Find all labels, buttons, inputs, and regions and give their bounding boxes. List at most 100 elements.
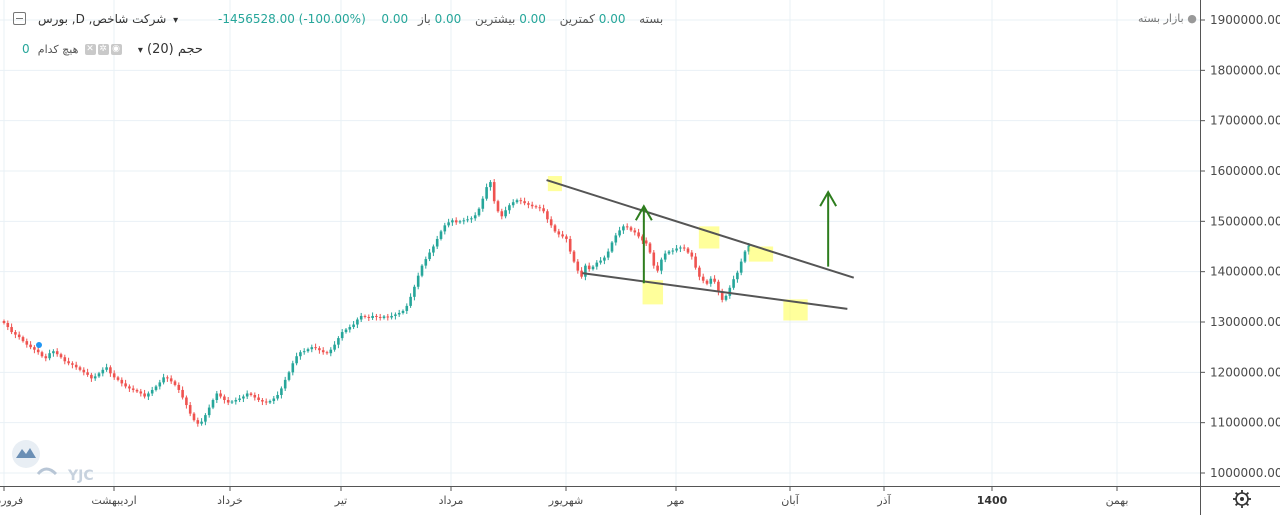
candle-body <box>219 393 222 397</box>
candle-body <box>660 259 663 271</box>
candle-body <box>416 275 420 287</box>
candle-body <box>599 260 602 263</box>
eye-icon[interactable]: ◉ <box>110 44 122 55</box>
candle-body <box>101 369 105 374</box>
time-axis[interactable]: فروردین اردیبهشت خرداد تیر مرداد شهریور مهر آبا… <box>0 486 1128 507</box>
upper-trend-line[interactable] <box>546 179 855 279</box>
candle-body <box>253 394 257 398</box>
chevron-down-icon[interactable]: ▾ <box>173 15 179 26</box>
open-value: 0.00 <box>434 12 462 26</box>
up-arrow-head <box>634 204 653 221</box>
candle-body <box>675 248 678 251</box>
candle-body <box>166 377 169 379</box>
candle-body <box>394 314 397 316</box>
candle-body <box>333 344 336 350</box>
candle-body <box>356 319 359 325</box>
candle-body <box>690 252 694 257</box>
candle-body <box>633 230 637 233</box>
candle-body <box>420 265 424 276</box>
market-status-text: بازار بسته <box>1138 12 1184 25</box>
status-dot-icon: ● <box>1187 12 1197 25</box>
candle-body <box>386 316 390 318</box>
candle-body <box>131 388 135 390</box>
candle-body <box>192 413 196 421</box>
candle-body <box>150 389 154 394</box>
high-value: 0.00 <box>519 12 546 26</box>
candle-body <box>656 265 659 271</box>
candle-body <box>451 220 454 223</box>
candle-body <box>139 391 143 394</box>
drawing-annotations <box>546 176 855 321</box>
candle-body <box>739 261 743 273</box>
candle-body <box>667 251 671 254</box>
candle-body <box>701 276 705 281</box>
candle-body <box>584 265 587 277</box>
candle-body <box>109 367 112 374</box>
candle-body <box>489 182 492 188</box>
time-tick-label: آبان <box>781 493 799 507</box>
candle-body <box>424 259 428 266</box>
market-status: بازار بسته ● <box>1138 12 1197 25</box>
candle-body <box>652 252 656 266</box>
price-tick-label: 1800000.00 <box>1210 63 1280 77</box>
price-tick-label: 1300000.00 <box>1210 315 1280 329</box>
candle-body <box>257 397 260 401</box>
candle-body <box>481 198 485 209</box>
candle-body <box>375 315 378 317</box>
svg-text:YJC: YJC <box>67 468 94 484</box>
candle-body <box>230 401 234 403</box>
collapse-toggle[interactable] <box>13 12 26 25</box>
candle-body <box>671 250 675 252</box>
change-value: -1456528.00 (-100.00%) <box>218 12 366 26</box>
price-tick-label: 1700000.00 <box>1210 114 1280 128</box>
candle-body <box>261 400 264 402</box>
candle-body <box>663 253 667 260</box>
candle-body <box>329 349 333 354</box>
candle-body <box>409 296 412 306</box>
symbol-title[interactable]: بورس ,D ,شرکت شاخص ▾ <box>38 12 178 26</box>
volume-value: 0 <box>22 42 30 56</box>
settings-icon[interactable]: ✲ <box>97 44 109 55</box>
time-tick-label: فروردین <box>0 494 23 507</box>
candle-body <box>272 398 276 402</box>
candle-body <box>93 376 97 379</box>
candle-body <box>264 401 268 403</box>
candle-body <box>147 393 150 397</box>
candle-body <box>413 286 416 297</box>
candle-body <box>717 281 720 292</box>
candle-body <box>116 377 120 380</box>
candle-body <box>428 252 431 260</box>
chevron-down-icon[interactable]: ▾ <box>137 45 143 56</box>
candle-body <box>310 347 314 350</box>
time-tick-label: مهر <box>666 494 684 507</box>
candle-body <box>606 251 610 258</box>
close-icon[interactable]: ✕ <box>84 44 96 55</box>
candle-body <box>622 226 625 231</box>
candle-body <box>527 203 530 205</box>
candle-body <box>508 205 511 211</box>
candle-body <box>97 373 101 377</box>
time-tick-label: خرداد <box>217 494 243 507</box>
price-tick-label: 1500000.00 <box>1210 214 1280 228</box>
price-axis[interactable]: 1900000.00 1800000.00 1700000.00 1600000.00… <box>1200 13 1280 480</box>
candle-body <box>485 187 488 199</box>
volume-indicator-legend: حجم (20) ▾ ◉✲✕ هیچ کدام 0 <box>14 42 203 57</box>
candle-body <box>52 351 55 354</box>
candle-body <box>2 320 6 324</box>
candle-body <box>82 369 86 373</box>
candle-body <box>568 238 572 252</box>
candle-body <box>686 248 690 253</box>
lower-trend-line[interactable] <box>582 272 848 310</box>
candle-body <box>162 377 165 383</box>
settings-gear-icon[interactable] <box>1233 490 1251 508</box>
candle-body <box>557 231 561 235</box>
candle-body <box>280 388 283 395</box>
candle-body <box>641 236 644 241</box>
candle-body <box>295 356 298 364</box>
candle-body <box>321 350 325 353</box>
ohlc-legend: -1456528.00 (-100.00%) 0.00 بسته 0.00 کم… <box>218 12 663 26</box>
volume-indicator-label[interactable]: حجم (20) <box>146 42 203 57</box>
candle-body <box>67 361 70 364</box>
candle-body <box>306 349 310 352</box>
